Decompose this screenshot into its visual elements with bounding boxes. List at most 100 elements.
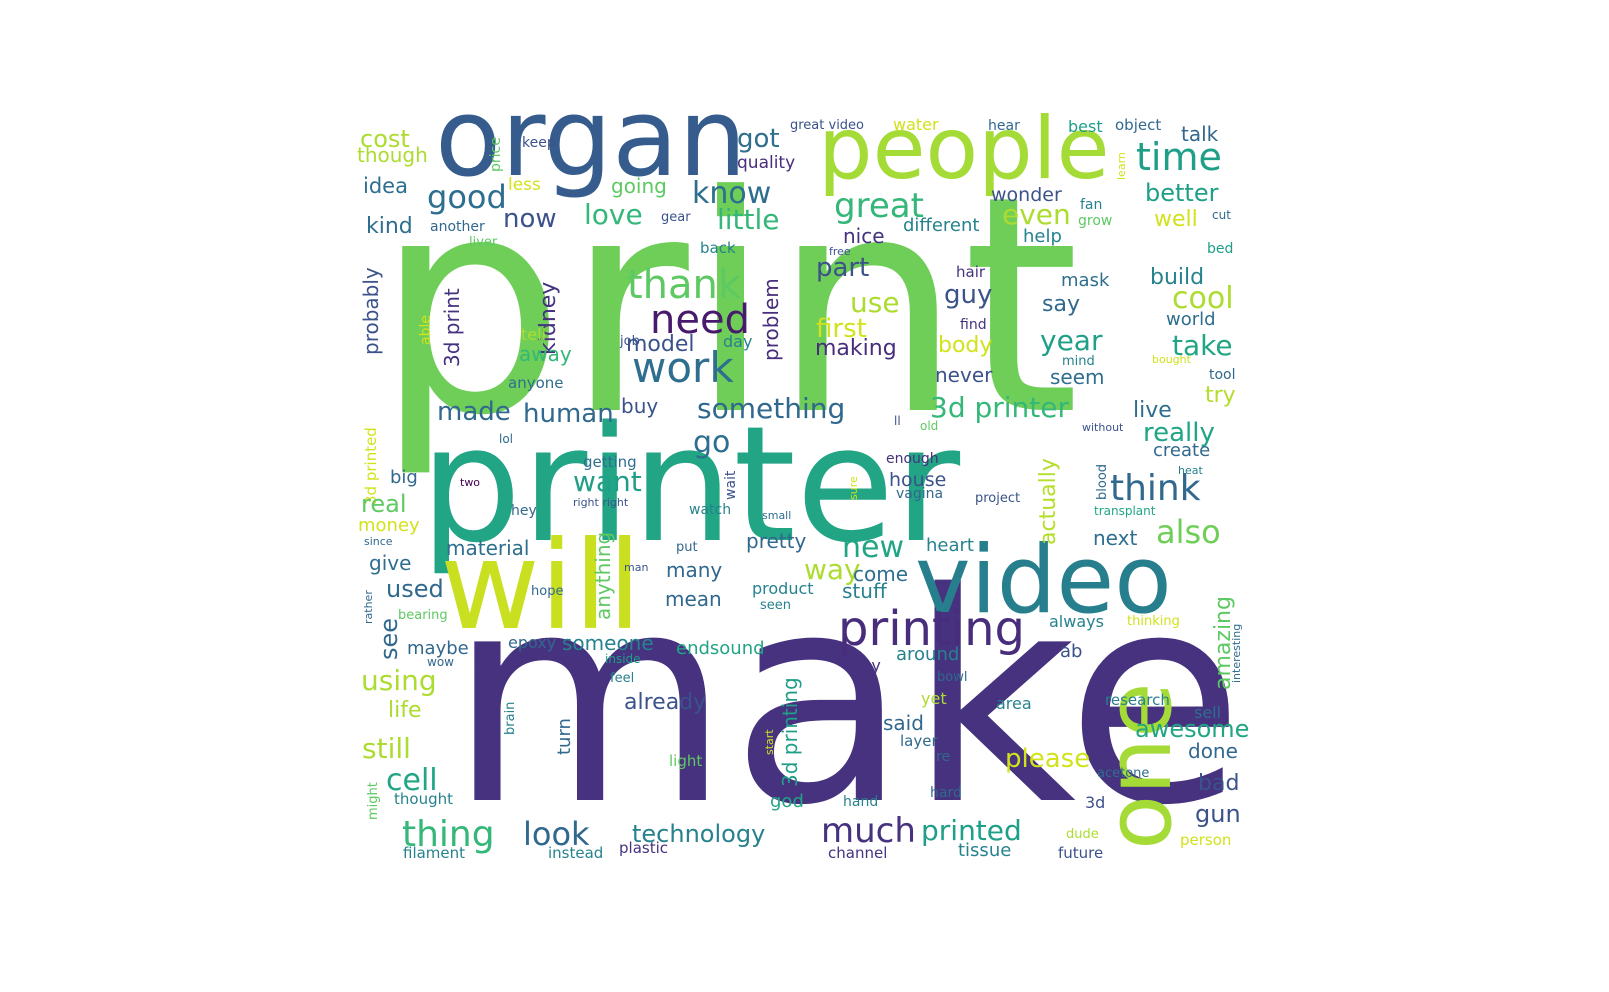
word-make: make — [448, 532, 1244, 869]
word-inside: inside — [605, 652, 641, 666]
word-say: say — [1042, 292, 1080, 317]
word-ll: ll — [894, 414, 901, 428]
word-big: big — [390, 467, 418, 488]
word-cool: cool — [1172, 281, 1234, 316]
word-kind: kind — [366, 214, 413, 239]
word-got: got — [737, 124, 780, 154]
word-light: light — [669, 752, 702, 770]
word-little: little — [717, 203, 780, 236]
word-grow: grow — [1078, 213, 1112, 229]
word-another: another — [430, 219, 485, 235]
word-instead: instead — [548, 844, 603, 862]
word-fan: fan — [1080, 197, 1102, 213]
word-already: already — [624, 690, 706, 715]
word-making: making — [815, 336, 897, 361]
word-acetone: acetone — [1097, 766, 1149, 781]
word-think: think — [1110, 468, 1201, 509]
word-even: even — [1002, 198, 1071, 231]
word-please: please — [1005, 744, 1090, 774]
word-layer: layer — [900, 732, 938, 750]
word-god: god — [770, 791, 804, 812]
word-wow: wow — [427, 655, 454, 669]
word-rather: rather — [362, 590, 375, 624]
word-organ: organ — [435, 76, 747, 201]
word-liver: liver — [469, 235, 498, 250]
word-product: product — [752, 579, 814, 598]
word-real: real — [361, 490, 406, 518]
word-epoxy: epoxy — [508, 633, 556, 652]
word-wonder: wonder — [991, 184, 1062, 206]
word-tool: tool — [1209, 367, 1236, 383]
word-mind: mind — [1062, 354, 1095, 369]
word-material: material — [446, 536, 529, 560]
word-keep: keep — [522, 135, 556, 151]
word-printer: printer — [420, 391, 960, 578]
word-go: go — [693, 425, 730, 460]
word-love: love — [584, 198, 643, 231]
word-best: best — [1068, 117, 1103, 136]
word-live: live — [1133, 398, 1172, 423]
word-tissue: tissue — [958, 840, 1011, 861]
word-plastic: plastic — [619, 839, 668, 857]
word-gear: gear — [661, 210, 691, 225]
word-wait: wait — [723, 470, 739, 500]
word-someone: someone — [562, 631, 654, 655]
word-re: re — [936, 749, 950, 765]
word-cut: cut — [1212, 208, 1231, 222]
word-blood: blood — [1095, 464, 1110, 500]
word-channel: channel — [828, 844, 887, 862]
word-dude: dude — [1066, 827, 1099, 842]
word-first: first — [816, 314, 867, 344]
word-hear: hear — [988, 118, 1020, 134]
word-bought: bought — [1152, 353, 1192, 366]
word-know: know — [692, 176, 771, 211]
word-give: give — [369, 551, 411, 575]
word-take: take — [1172, 329, 1233, 362]
word-now: now — [503, 204, 557, 234]
word-year: year — [1040, 324, 1103, 357]
word-probably: probably — [359, 267, 383, 355]
word-hard: hard — [930, 785, 962, 801]
word-without: without — [1082, 421, 1124, 434]
word-look: look — [523, 815, 590, 853]
word-way: way — [804, 553, 861, 586]
word-cost: cost — [360, 125, 410, 153]
word-person: person — [1180, 831, 1231, 849]
word-might: might — [366, 782, 381, 820]
word-one: one — [1087, 683, 1192, 850]
word-printed: printed — [921, 814, 1022, 847]
word-human: human — [523, 399, 614, 429]
word-life: life — [388, 698, 422, 723]
word-two: two — [460, 476, 480, 489]
word-around: around — [896, 644, 959, 665]
word-many: many — [666, 558, 722, 582]
word-build: build — [1150, 265, 1204, 290]
word-always: always — [1049, 612, 1104, 631]
word-something: something — [697, 392, 845, 425]
word-also: also — [1156, 513, 1221, 551]
word-going: going — [611, 174, 667, 198]
word-amazing: amazing — [1211, 596, 1236, 690]
word-done: done — [1188, 739, 1238, 763]
word-lol: lol — [499, 432, 513, 446]
word-technology: technology — [632, 820, 765, 848]
word-body: body — [938, 333, 992, 358]
word-pretty: pretty — [746, 529, 806, 553]
word-start: start — [763, 729, 776, 755]
word-video: video — [915, 526, 1172, 635]
word-quality: quality — [737, 153, 795, 173]
word-used: used — [386, 575, 444, 603]
word-try: try — [1205, 383, 1236, 408]
word-anyone: anyone — [508, 374, 564, 392]
word-heart: heart — [926, 535, 974, 556]
word-feel: feel — [610, 671, 634, 686]
word-problem: problem — [759, 278, 783, 361]
word-thought: thought — [394, 790, 453, 808]
word-idea: idea — [363, 174, 408, 198]
word-man: man — [624, 561, 648, 574]
word-future: future — [1058, 844, 1103, 862]
word-need: need — [650, 297, 750, 343]
word-gun: gun — [1195, 800, 1241, 828]
